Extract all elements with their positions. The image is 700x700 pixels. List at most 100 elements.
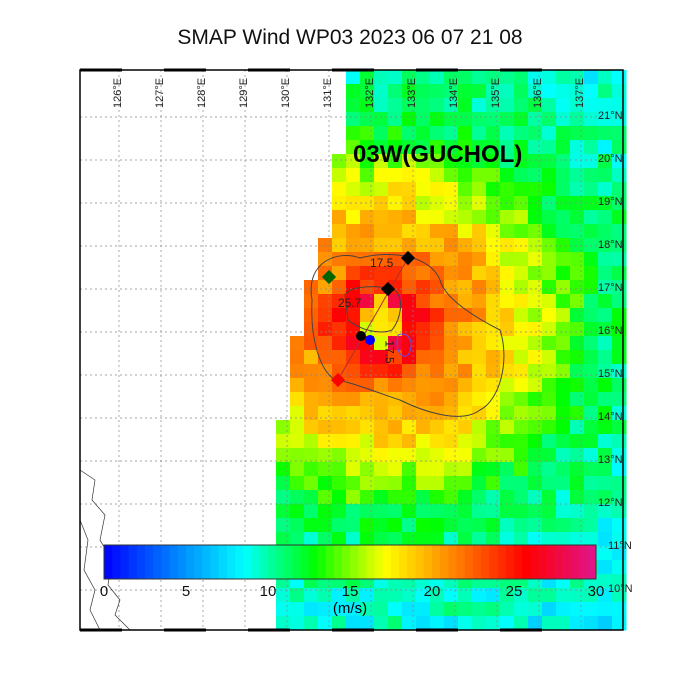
wind-cell bbox=[486, 616, 501, 631]
lat-label: 18°N bbox=[598, 239, 623, 251]
wind-cell bbox=[584, 518, 599, 533]
wind-cell bbox=[458, 266, 473, 281]
wind-cell bbox=[430, 336, 445, 351]
wind-cell bbox=[458, 406, 473, 421]
colorbar-tick-label: 20 bbox=[423, 583, 441, 600]
wind-cell bbox=[542, 336, 557, 351]
wind-cell bbox=[500, 308, 515, 323]
wind-cell bbox=[500, 70, 515, 85]
wind-cell bbox=[612, 126, 627, 141]
wind-cell bbox=[542, 294, 557, 309]
wind-cell bbox=[570, 84, 585, 99]
contour-label: 17.5 bbox=[370, 256, 394, 270]
wind-cell bbox=[514, 504, 529, 519]
wind-cell bbox=[304, 378, 319, 393]
wind-cell bbox=[416, 154, 431, 169]
wind-cell bbox=[332, 406, 347, 421]
wind-cell bbox=[402, 616, 417, 631]
wind-cell bbox=[332, 210, 347, 225]
storm-center-marker bbox=[356, 331, 366, 341]
wind-cell bbox=[472, 84, 487, 99]
colorbar-segment bbox=[546, 545, 556, 579]
wind-cell bbox=[556, 126, 571, 141]
wind-cell bbox=[458, 112, 473, 127]
wind-cell bbox=[276, 490, 291, 505]
wind-cell bbox=[374, 224, 389, 239]
colorbar-segment bbox=[440, 545, 449, 579]
wind-cell bbox=[570, 238, 585, 253]
wind-cell bbox=[430, 168, 445, 183]
wind-cell bbox=[500, 504, 515, 519]
wind-cell bbox=[304, 476, 319, 491]
wind-cell bbox=[458, 434, 473, 449]
wind-cell bbox=[332, 392, 347, 407]
wind-cell bbox=[360, 182, 375, 197]
wind-cell bbox=[290, 504, 305, 519]
wind-cell bbox=[542, 322, 557, 337]
wind-cell bbox=[556, 168, 571, 183]
wind-cell bbox=[402, 406, 417, 421]
wind-cell bbox=[542, 84, 557, 99]
wind-cell bbox=[598, 266, 613, 281]
wind-cell bbox=[486, 364, 501, 379]
wind-cell bbox=[514, 70, 529, 85]
wind-cell bbox=[416, 280, 431, 295]
wind-cell bbox=[332, 280, 347, 295]
colorbar-segment bbox=[366, 545, 376, 579]
wind-cell bbox=[472, 504, 487, 519]
wind-cell bbox=[500, 350, 515, 365]
wind-cell bbox=[500, 462, 515, 477]
wind-cell bbox=[416, 476, 431, 491]
lon-label: 136°E bbox=[532, 77, 544, 108]
wind-cell bbox=[472, 210, 487, 225]
wind-cell bbox=[290, 602, 305, 617]
wind-cell bbox=[514, 266, 529, 281]
lat-label: 14°N bbox=[598, 411, 623, 423]
wind-cell bbox=[542, 434, 557, 449]
wind-cell bbox=[500, 168, 515, 183]
wind-cell bbox=[514, 378, 529, 393]
wind-cell bbox=[388, 420, 403, 435]
wind-cell bbox=[402, 224, 417, 239]
wind-cell bbox=[500, 196, 515, 211]
wind-cell bbox=[570, 378, 585, 393]
wind-cell bbox=[542, 406, 557, 421]
wind-cell bbox=[430, 238, 445, 253]
wind-cell bbox=[598, 546, 613, 561]
wind-cell bbox=[598, 336, 613, 351]
wind-cell bbox=[402, 280, 417, 295]
wind-cell bbox=[486, 196, 501, 211]
wind-cell bbox=[458, 294, 473, 309]
wind-cell bbox=[514, 98, 529, 113]
wind-cell bbox=[318, 294, 333, 309]
wind-cell bbox=[360, 434, 375, 449]
wind-cell bbox=[472, 364, 487, 379]
wind-cell bbox=[416, 224, 431, 239]
wind-cell bbox=[346, 462, 361, 477]
wind-cell bbox=[584, 266, 599, 281]
wind-cell bbox=[598, 588, 613, 603]
wind-cell bbox=[542, 182, 557, 197]
wind-cell bbox=[416, 490, 431, 505]
wind-cell bbox=[374, 504, 389, 519]
wind-cell bbox=[486, 406, 501, 421]
wind-cell bbox=[430, 112, 445, 127]
wind-cell bbox=[290, 532, 305, 547]
wind-cell bbox=[584, 308, 599, 323]
wind-cell bbox=[346, 476, 361, 491]
wind-cell bbox=[472, 140, 487, 155]
wind-cell bbox=[416, 196, 431, 211]
wind-cell bbox=[472, 98, 487, 113]
wind-cell bbox=[388, 168, 403, 183]
wind-cell bbox=[556, 308, 571, 323]
wind-cell bbox=[542, 588, 557, 603]
wind-cell bbox=[402, 378, 417, 393]
wind-cell bbox=[598, 518, 613, 533]
wind-cell bbox=[570, 252, 585, 267]
wind-cell bbox=[472, 434, 487, 449]
wind-cell bbox=[374, 602, 389, 617]
lat-label: 19°N bbox=[598, 196, 623, 208]
wind-cell bbox=[346, 210, 361, 225]
colorbar-segment bbox=[587, 545, 597, 579]
